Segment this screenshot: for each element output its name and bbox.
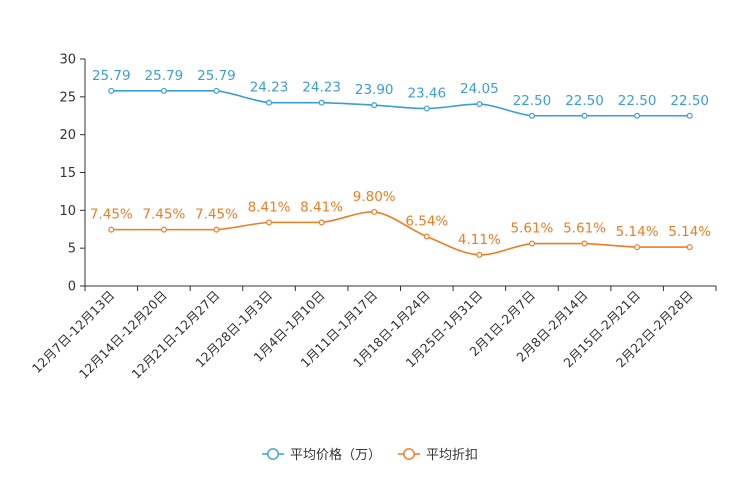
y-tick-label: 30	[59, 53, 76, 68]
data-point	[213, 226, 220, 233]
data-label: 7.45%	[195, 207, 238, 223]
legend-item-1[interactable]: 平均价格（万）	[262, 447, 381, 463]
data-point	[160, 87, 167, 94]
data-point	[634, 112, 641, 119]
series-1: 25.79 25.79 25.79 24.23 24.23 23.90 23.46 24.05…	[92, 68, 709, 119]
data-label: 8.41%	[300, 199, 343, 215]
data-point	[213, 87, 220, 94]
data-label: 5.14%	[668, 224, 711, 240]
data-point	[476, 251, 483, 258]
x-tick-label: 12月21日-12月27日	[128, 288, 222, 382]
data-label: 22.50	[513, 93, 552, 109]
data-point	[266, 99, 273, 106]
legend-item-2[interactable]: 平均折扣	[398, 448, 478, 463]
legend-label: 平均价格（万）	[290, 447, 381, 463]
data-point	[108, 87, 115, 94]
data-label: 24.23	[302, 80, 341, 96]
data-point	[686, 112, 693, 119]
data-point	[528, 240, 535, 247]
y-tick-label: 10	[59, 204, 76, 219]
data-label: 5.14%	[616, 224, 659, 240]
data-point	[318, 99, 325, 106]
data-point	[581, 112, 588, 119]
data-label: 22.50	[670, 93, 709, 109]
series-line	[111, 211, 690, 256]
y-tick-label: 0	[68, 280, 76, 295]
data-point	[634, 244, 641, 251]
data-point	[160, 226, 167, 233]
data-label: 25.79	[92, 68, 131, 84]
data-point	[266, 219, 273, 226]
data-point	[423, 105, 430, 112]
legend-label: 平均折扣	[426, 448, 478, 463]
y-tick-label: 15	[59, 166, 76, 181]
data-label: 24.05	[460, 81, 499, 97]
data-label: 5.61%	[563, 221, 606, 237]
data-label: 22.50	[618, 93, 657, 109]
data-point	[318, 219, 325, 226]
y-tick-label: 5	[68, 242, 76, 257]
legend-marker-icon	[267, 448, 279, 460]
data-label: 8.41%	[248, 199, 291, 215]
data-label: 5.61%	[511, 221, 554, 237]
data-label: 6.54%	[405, 214, 448, 230]
x-tick-label: 12月14日-12月20日	[76, 288, 170, 382]
data-point	[108, 226, 115, 233]
data-label: 25.79	[197, 68, 236, 84]
data-label: 22.50	[565, 93, 604, 109]
data-point	[528, 112, 535, 119]
data-label: 7.45%	[90, 207, 133, 223]
data-point	[423, 233, 430, 240]
data-point	[476, 101, 483, 108]
data-label: 4.11%	[458, 232, 501, 248]
data-label: 9.80%	[353, 189, 396, 205]
data-label: 25.79	[145, 68, 184, 84]
data-label: 7.45%	[142, 207, 185, 223]
chart-series: 25.79 25.79 25.79 24.23 24.23 23.90 23.46 24.05…	[90, 68, 711, 258]
data-label: 24.23	[250, 80, 289, 96]
data-label: 23.90	[355, 82, 394, 98]
legend-marker-icon	[403, 448, 415, 460]
series-2: 7.45% 7.45% 7.45% 8.41% 8.41% 9.80% 6.54% 4.11%…	[90, 189, 711, 258]
data-point	[371, 208, 378, 215]
data-label: 23.46	[407, 85, 446, 101]
series-line	[111, 90, 690, 117]
data-point	[686, 244, 693, 251]
chart-legend[interactable]: 平均价格（万） 平均折扣	[262, 447, 478, 463]
data-point	[371, 102, 378, 109]
data-point	[581, 240, 588, 247]
y-tick-label: 20	[59, 128, 76, 143]
y-tick-label: 25	[59, 90, 76, 105]
